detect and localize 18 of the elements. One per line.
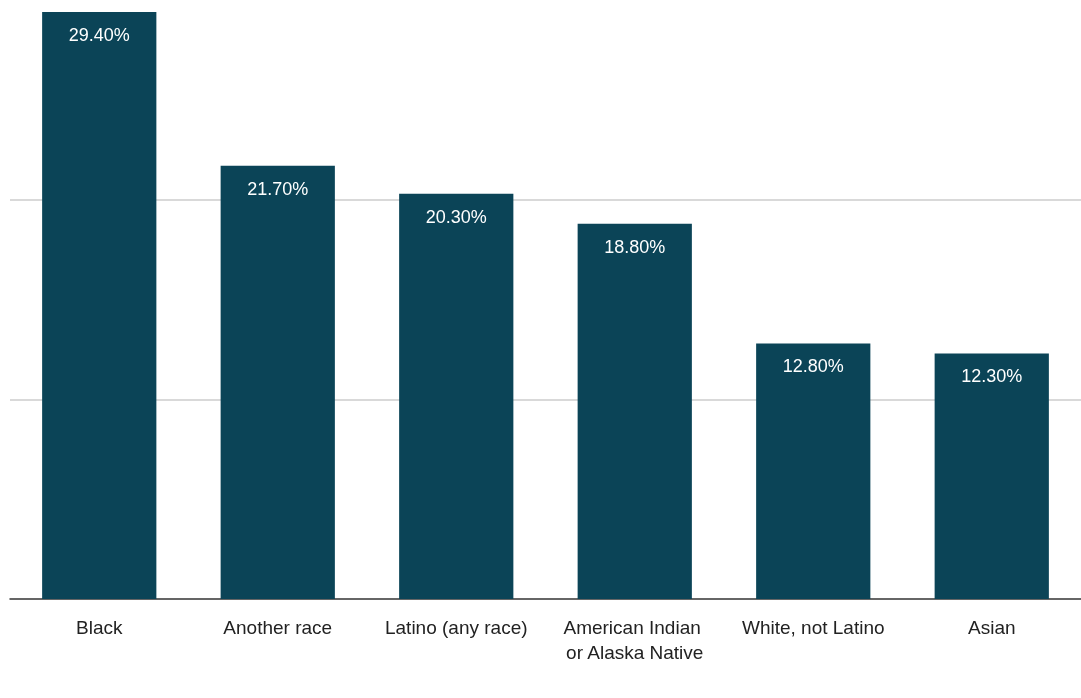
bar — [42, 12, 157, 599]
data-label: 18.80% — [604, 236, 666, 257]
data-label: 12.30% — [961, 366, 1023, 387]
data-label: 29.40% — [68, 25, 130, 45]
data-label: 20.30% — [425, 206, 487, 227]
x-tick-label: Another race — [223, 617, 333, 638]
bar — [934, 353, 1049, 599]
bar — [220, 165, 335, 599]
x-tick-label: Latino (any race) — [384, 617, 528, 638]
x-tick-label: Black — [76, 617, 123, 638]
bar — [399, 193, 514, 599]
data-label: 21.70% — [247, 178, 309, 199]
bar — [577, 223, 692, 599]
x-tick-label: Asian — [967, 617, 1016, 638]
x-tick-label: White, not Latino — [741, 617, 885, 638]
data-label: 12.80% — [782, 356, 844, 377]
bar — [756, 343, 871, 599]
x-tick-label: American Indian or Alaska Native — [563, 617, 707, 663]
